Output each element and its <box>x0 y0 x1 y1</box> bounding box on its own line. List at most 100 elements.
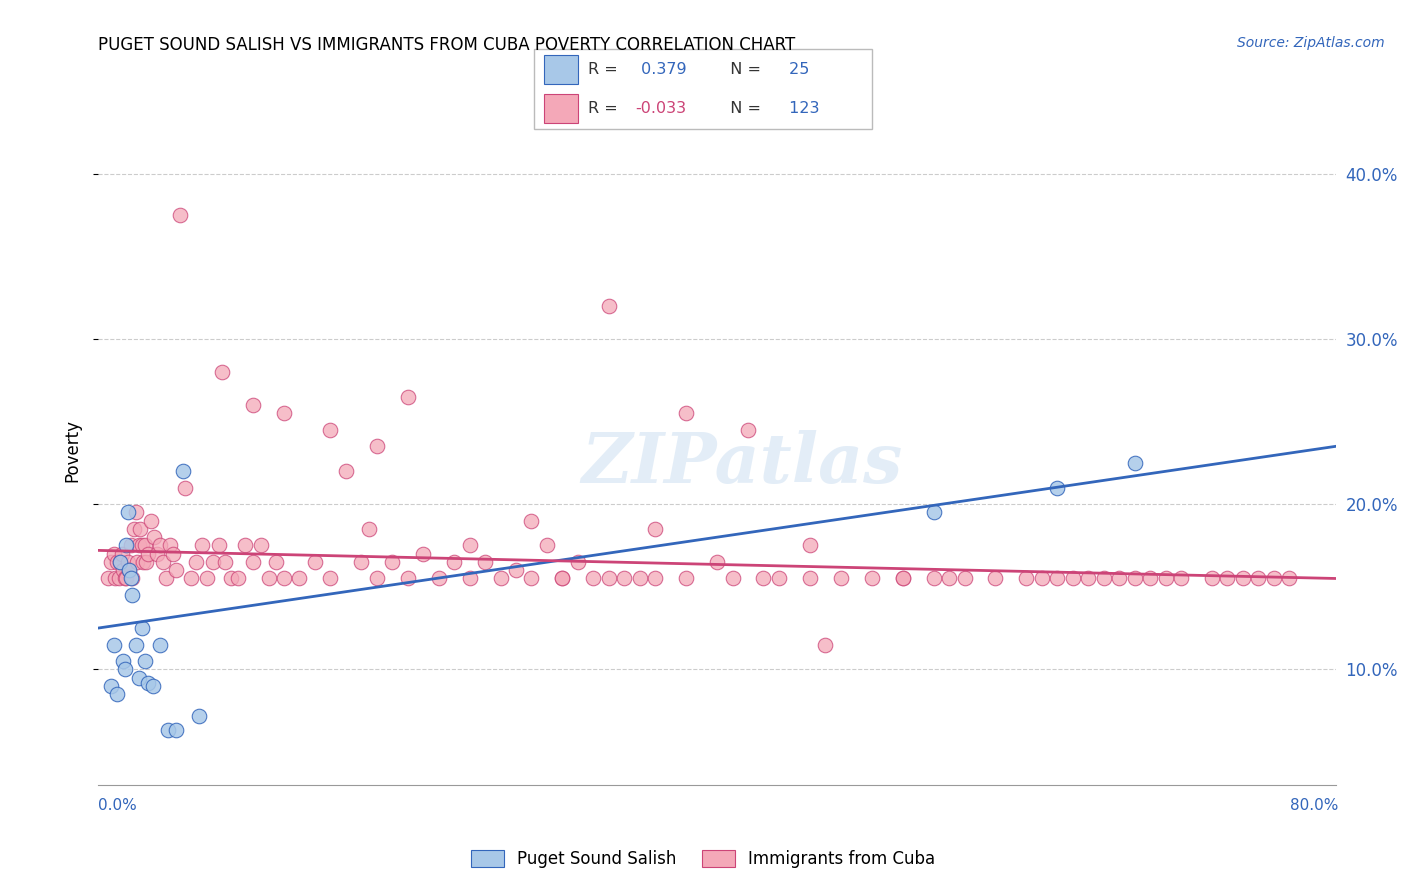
Point <box>121 588 143 602</box>
Point <box>142 679 165 693</box>
Point <box>644 572 666 586</box>
Text: R =: R = <box>588 62 623 78</box>
Point <box>191 538 214 552</box>
Point <box>115 572 138 586</box>
Point <box>226 572 249 586</box>
Point <box>128 538 150 552</box>
Point <box>1031 572 1053 586</box>
Point <box>489 572 512 586</box>
Point <box>768 572 790 586</box>
Point <box>1046 572 1069 586</box>
Point <box>582 572 605 586</box>
Point <box>644 522 666 536</box>
Point <box>830 572 852 586</box>
Point <box>922 505 945 519</box>
Point <box>105 555 128 569</box>
Point <box>335 464 357 478</box>
Point <box>112 563 135 577</box>
Point <box>117 505 139 519</box>
Point <box>628 572 651 586</box>
Point <box>922 572 945 586</box>
Point <box>131 538 153 552</box>
Point <box>242 398 264 412</box>
Point <box>114 662 136 676</box>
Point <box>675 572 697 586</box>
Point <box>396 390 419 404</box>
Point <box>799 538 821 552</box>
Text: Source: ZipAtlas.com: Source: ZipAtlas.com <box>1237 36 1385 50</box>
Point <box>1046 481 1069 495</box>
Point <box>1108 572 1130 586</box>
Point <box>107 572 129 586</box>
Point <box>111 547 134 561</box>
Point <box>104 572 127 586</box>
Point <box>304 555 326 569</box>
Text: 0.379: 0.379 <box>636 62 686 78</box>
Point <box>159 538 181 552</box>
Point <box>458 572 481 586</box>
Point <box>257 572 280 586</box>
Point <box>124 638 146 652</box>
Point <box>208 538 231 552</box>
Point <box>412 547 434 561</box>
Point <box>124 505 146 519</box>
Point <box>134 538 156 552</box>
Point <box>242 555 264 569</box>
Point <box>266 555 288 569</box>
Point <box>1154 572 1177 586</box>
Point <box>173 464 195 478</box>
Text: 25: 25 <box>785 62 810 78</box>
Point <box>108 555 131 569</box>
Point <box>100 679 122 693</box>
Point <box>146 547 169 561</box>
Point <box>458 538 481 552</box>
Point <box>136 547 159 561</box>
Text: N =: N = <box>720 101 766 116</box>
Point <box>381 555 404 569</box>
Point <box>520 572 543 586</box>
Point <box>891 572 914 586</box>
Point <box>567 555 589 569</box>
Text: ZIPatlas: ZIPatlas <box>581 430 903 498</box>
Point <box>235 538 257 552</box>
Point <box>1216 572 1239 586</box>
Point <box>814 638 837 652</box>
Point <box>149 638 172 652</box>
Point <box>675 406 697 420</box>
Point <box>103 638 125 652</box>
Point <box>188 708 211 723</box>
Point <box>118 563 141 577</box>
Point <box>195 572 218 586</box>
Point <box>201 555 224 569</box>
Point <box>319 423 342 437</box>
Point <box>221 572 243 586</box>
Point <box>536 538 558 552</box>
Point <box>357 522 380 536</box>
Point <box>721 572 744 586</box>
Point <box>984 572 1007 586</box>
Point <box>273 406 295 420</box>
Point <box>505 563 527 577</box>
Point <box>1278 572 1301 586</box>
Point <box>134 654 156 668</box>
Point <box>891 572 914 586</box>
Point <box>1062 572 1084 586</box>
Point <box>1170 572 1192 586</box>
Point <box>162 547 184 561</box>
Point <box>149 538 172 552</box>
Point <box>118 563 141 577</box>
Point <box>105 687 128 701</box>
Legend: Puget Sound Salish, Immigrants from Cuba: Puget Sound Salish, Immigrants from Cuba <box>464 843 942 875</box>
Point <box>165 723 187 738</box>
Point <box>1247 572 1270 586</box>
Point <box>1123 572 1146 586</box>
Point <box>120 538 142 552</box>
Point <box>108 555 131 569</box>
Text: 0.0%: 0.0% <box>98 798 138 814</box>
Point <box>112 654 135 668</box>
Point <box>443 555 465 569</box>
Point <box>938 572 960 586</box>
Point <box>120 572 142 586</box>
Point <box>152 555 174 569</box>
Point <box>97 572 120 586</box>
